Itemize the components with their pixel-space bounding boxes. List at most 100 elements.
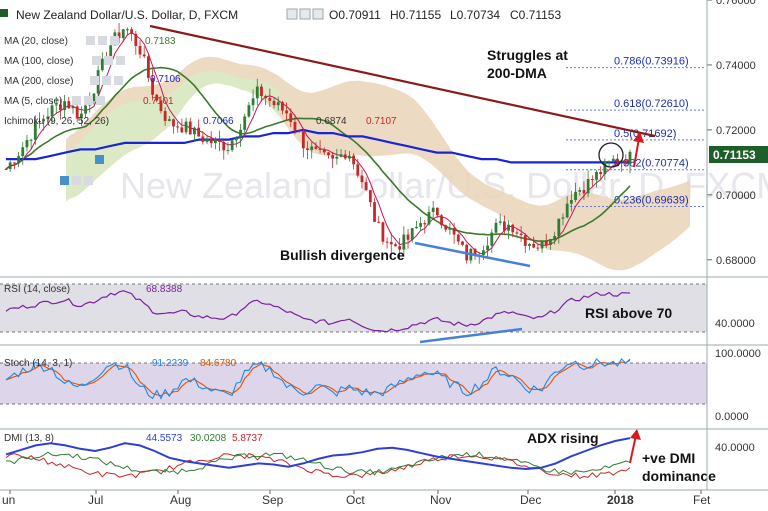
candle-body [272,100,276,106]
ma200-eye-icon[interactable] [90,76,99,85]
ma5-eye-icon[interactable] [72,96,81,105]
collapsed-row-eye-icon[interactable] [95,155,104,164]
stoch-d-line [5,359,631,397]
ohlc-high: H0.71155 [390,8,441,22]
price-axis[interactable]: 0.76000 0.74000 0.72000 0.70000 0.68000 [707,0,756,267]
dmi-label[interactable]: DMI (13, 8) [4,433,54,444]
candle-body [486,245,490,251]
time-tick-label: Oct [346,493,365,507]
indicator-ichimoku-label[interactable]: Ichimoku (9, 26, 52, 26) [4,116,109,127]
ma200-close-icon[interactable] [114,76,123,85]
candle-body [377,221,381,223]
candle-body [54,104,58,106]
rsi-label[interactable]: RSI (14, close) [4,284,70,295]
candle-body [616,158,619,163]
candle-body [373,202,376,222]
candle-body [498,221,502,223]
candle-body [444,225,448,230]
candle-body [394,244,397,247]
candle-body [628,151,632,165]
candle-body [130,29,134,34]
candle-body [301,131,305,149]
time-tick-label: Fet [693,493,711,507]
header-settings-button[interactable] [286,8,298,20]
dmi-tick-40: 40.0000 [715,442,755,454]
header-buttons[interactable] [286,8,324,20]
candle-body [553,236,557,240]
candle-body [490,232,494,246]
ma5-close-icon[interactable] [96,96,105,105]
collapsed-row-2-settings[interactable] [72,176,81,185]
candle-body [582,190,586,194]
candle-body [406,234,410,240]
candle-body [389,242,393,245]
dmi-panel [0,430,707,490]
candle-body [50,105,54,117]
dmi-plus-value: 30.0208 [190,433,227,444]
ma5-settings-icon[interactable] [84,96,93,105]
ma20-eye-icon[interactable] [86,36,95,45]
candle-body [71,106,75,109]
candle-body [213,139,217,144]
ohlc-close: C0.71153 [510,8,561,22]
rsi-note: RSI above 70 [585,305,672,321]
indicator-ichimoku-value-2: 0.7107 [366,116,397,127]
fib-level-label: 0.382(0.70774) [614,158,689,170]
header-more-button[interactable] [312,8,324,20]
ichimoku-cloud-bear [66,56,690,271]
price-tick-label: 0.74000 [716,60,756,72]
candle-body [532,243,536,248]
adx-arrow [629,434,637,464]
dmi-minus-value: 5.8737 [232,433,263,444]
ma100-close-icon[interactable] [116,56,125,65]
candle-body [339,154,343,157]
candle-body [348,155,351,159]
indicator-ma200-label[interactable]: MA (200, close) [4,76,73,87]
candle-body [117,32,121,39]
candle-body [528,243,531,246]
highlight-circle [598,142,624,168]
dmi-minus-line [5,453,631,480]
collapsed-row-2-close[interactable] [84,176,93,185]
candle-body [502,221,506,231]
candle-body [42,119,46,122]
time-tick-label: Dec [520,493,541,507]
candle-body [356,164,360,176]
candle-body [435,207,439,216]
collapsed-row-2-icon[interactable] [60,176,69,185]
current-price-value: 0.71153 [713,148,756,162]
candle-body [515,232,519,234]
candle-body [368,190,372,203]
candle-body [193,127,196,135]
candle-body [289,113,293,122]
up-arrow-head [633,132,644,143]
ma20-close-icon[interactable] [110,36,119,45]
ma200-line [6,128,630,164]
candle-body [595,171,598,180]
candle-body [12,162,16,164]
candle-body [511,224,515,233]
candle-body [172,119,175,127]
candle-body [586,178,590,194]
candle-body [494,222,498,233]
time-tick-label: un [2,493,15,507]
indicator-ma5-label[interactable]: MA (5, close) [4,96,62,107]
ma200-settings-icon[interactable] [102,76,111,85]
stoch-label[interactable]: Stoch (14, 3, 1) [4,358,72,369]
candle-body [385,241,389,243]
time-tick-label: Aug [170,493,191,507]
ma100-settings-icon[interactable] [104,56,113,65]
rsi-value: 68.8388 [146,284,183,295]
time-axis[interactable]: un Jul Aug Sep Oct Nov Dec 2018 Fet [2,490,711,507]
candle-body [222,141,226,151]
candle-body [268,98,272,101]
stoch-d-value: 84.6780 [200,358,237,369]
ma20-settings-icon[interactable] [98,36,107,45]
indicator-ma100-label[interactable]: MA (100, close) [4,56,73,67]
indicator-ma20-label[interactable]: MA (20, close) [4,36,68,47]
indicator-ma5-value: 0.7101 [143,96,174,107]
header-hide-button[interactable] [299,8,311,20]
candle-body [8,162,12,169]
ma100-eye-icon[interactable] [92,56,101,65]
